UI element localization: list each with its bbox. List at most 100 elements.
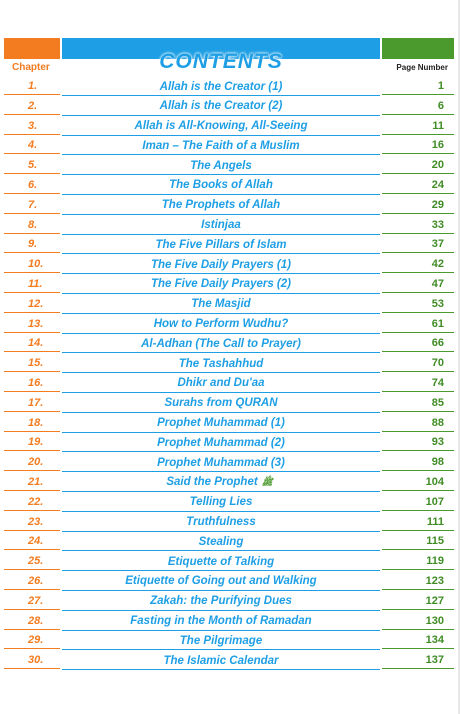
- page-number: 85: [382, 395, 454, 412]
- toc-row: 19. Prophet Muhammad (2) 93: [4, 434, 454, 454]
- page-number: 88: [382, 415, 454, 432]
- toc-row: 26. Etiquette of Going out and Walking 123: [4, 573, 454, 593]
- chapter-title: Prophet Muhammad (1): [62, 415, 380, 433]
- honorific-calligraphy: ﷺ: [261, 477, 273, 488]
- toc-row: 3. Allah is All-Knowing, All-Seeing 11: [4, 118, 454, 138]
- toc-row: 23. Truthfulness 111: [4, 514, 454, 534]
- page-number: 66: [382, 335, 454, 353]
- page-number: 47: [382, 276, 454, 293]
- chapter-header-bar: [4, 38, 60, 59]
- chapter-title-text: Prophet Muhammad (3): [157, 456, 285, 469]
- toc-row: 29. The Pilgrimage 134: [4, 632, 454, 652]
- page-number: 137: [382, 652, 454, 670]
- contents-header: CONTENTS Chapter Page Number: [4, 38, 454, 74]
- chapter-number: 10.: [4, 256, 60, 274]
- chapter-title-text: Allah is the Creator (2): [159, 100, 283, 113]
- chapter-number: 2.: [4, 98, 60, 115]
- chapter-title-text: The Angels: [190, 159, 252, 172]
- chapter-title: The Five Daily Prayers (1): [62, 256, 380, 275]
- chapter-title: Dhikr and Du'aa: [62, 375, 380, 393]
- chapter-title: Fasting in the Month of Ramadan: [62, 613, 380, 631]
- chapter-number: 1.: [4, 78, 60, 95]
- chapter-title-text: Stealing: [198, 535, 244, 548]
- page-number: 134: [382, 632, 454, 650]
- chapter-title-text: The Books of Allah: [169, 179, 273, 192]
- chapter-title: Telling Lies: [62, 494, 380, 512]
- chapter-title-text: Zakah: the Purifying Dues: [150, 595, 292, 608]
- page-number: 53: [382, 296, 454, 313]
- chapter-number: 22.: [4, 494, 60, 511]
- chapter-title-text: Said the Prophet: [166, 476, 258, 489]
- chapter-number: 8.: [4, 217, 60, 234]
- page-number: 61: [382, 316, 454, 333]
- chapter-number: 5.: [4, 157, 60, 175]
- toc-row: 27. Zakah: the Purifying Dues 127: [4, 593, 454, 613]
- chapter-number: 6.: [4, 177, 60, 194]
- page-number: 37: [382, 236, 454, 254]
- chapter-number: 23.: [4, 514, 60, 531]
- toc-row: 2. Allah is the Creator (2) 6: [4, 98, 454, 118]
- chapter-title: Allah is the Creator (2): [62, 98, 380, 116]
- chapter-title: Etiquette of Going out and Walking: [62, 573, 380, 591]
- chapter-title-text: The Pilgrimage: [179, 634, 263, 647]
- page-number: 123: [382, 573, 454, 590]
- chapter-column-label: Chapter: [12, 62, 50, 73]
- chapter-title: Etiquette of Talking: [62, 553, 380, 572]
- page-number: 20: [382, 157, 454, 175]
- chapter-title-text: Allah is All-Knowing, All-Seeing: [134, 120, 308, 133]
- chapter-title-text: Dhikr and Du'aa: [177, 377, 265, 390]
- chapter-title: The Books of Allah: [62, 177, 380, 195]
- chapter-title-text: Al-Adhan (The Call to Prayer): [141, 337, 301, 350]
- chapter-title: The Five Pillars of Islam: [62, 236, 380, 255]
- toc-row: 10. The Five Daily Prayers (1) 42: [4, 256, 454, 276]
- chapter-title: How to Perform Wudhu?: [62, 316, 380, 334]
- page-number: 6: [382, 98, 454, 115]
- toc-row: 30. The Islamic Calendar 137: [4, 652, 454, 672]
- page-header-bar: [382, 38, 454, 59]
- chapter-title-text: Etiquette of Talking: [167, 555, 275, 568]
- chapter-number: 15.: [4, 355, 60, 373]
- contents-list: 1. Allah is the Creator (1) 1 2. Allah is th…: [4, 78, 454, 672]
- chapter-number: 20.: [4, 454, 60, 472]
- chapter-number: 27.: [4, 593, 60, 610]
- page-number: 33: [382, 217, 454, 234]
- toc-row: 5. The Angels 20: [4, 157, 454, 177]
- toc-row: 11. The Five Daily Prayers (2) 47: [4, 276, 454, 296]
- chapter-title: Allah is the Creator (1): [62, 78, 380, 96]
- page-number: 115: [382, 533, 454, 551]
- toc-row: 13. How to Perform Wudhu? 61: [4, 316, 454, 336]
- chapter-title-text: The Tashahhud: [178, 357, 264, 370]
- chapter-title-text: Fasting in the Month of Ramadan: [130, 615, 312, 628]
- page-title: CONTENTS: [159, 50, 283, 73]
- toc-row: 24. Stealing 115: [4, 533, 454, 553]
- chapter-number: 3.: [4, 118, 60, 135]
- page-number: 111: [382, 514, 454, 531]
- toc-row: 28. Fasting in the Month of Ramadan 130: [4, 613, 454, 633]
- chapter-title: The Pilgrimage: [62, 632, 380, 651]
- chapter-title: Zakah: the Purifying Dues: [62, 593, 380, 611]
- chapter-title-text: Telling Lies: [189, 496, 253, 509]
- toc-row: 16. Dhikr and Du'aa 74: [4, 375, 454, 395]
- chapter-title-text: Iman – The Faith of a Muslim: [142, 139, 300, 152]
- chapter-title-text: The Masjid: [191, 298, 251, 311]
- page-number: 24: [382, 177, 454, 194]
- toc-row: 4. Iman – The Faith of a Muslim 16: [4, 137, 454, 157]
- chapter-title-text: The Five Pillars of Islam: [155, 238, 287, 251]
- chapter-title-text: The Five Daily Prayers (2): [151, 278, 291, 291]
- page-number: 130: [382, 613, 454, 630]
- chapter-number: 4.: [4, 137, 60, 155]
- chapter-number: 30.: [4, 652, 60, 670]
- toc-row: 17. Surahs from QURAN 85: [4, 395, 454, 415]
- toc-row: 21. Said the Prophet ﷺ 104: [4, 474, 454, 494]
- chapter-number: 17.: [4, 395, 60, 412]
- chapter-title: The Prophets of Allah: [62, 197, 380, 215]
- toc-row: 25. Etiquette of Talking 119: [4, 553, 454, 573]
- chapter-number: 11.: [4, 276, 60, 293]
- chapter-title: Surahs from QURAN: [62, 395, 380, 413]
- page-number: 107: [382, 494, 454, 511]
- chapter-number: 21.: [4, 474, 60, 491]
- page-edge: [458, 0, 460, 714]
- chapter-number: 9.: [4, 236, 60, 254]
- page-number: 127: [382, 593, 454, 610]
- chapter-title-text: Surahs from QURAN: [164, 397, 278, 410]
